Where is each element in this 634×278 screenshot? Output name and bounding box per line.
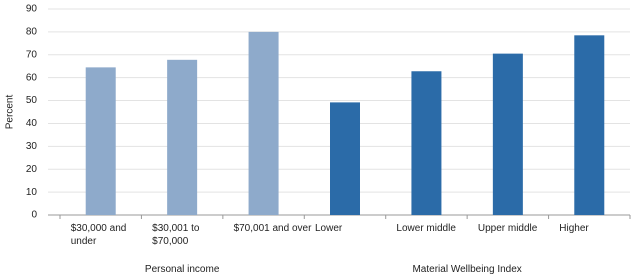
y-tick-label: 30 <box>26 141 38 152</box>
bar <box>411 71 442 215</box>
bar <box>330 102 360 215</box>
x-tick-label: $70,001 and over <box>233 223 312 234</box>
y-tick-label: 70 <box>26 49 38 60</box>
group-label: Personal income <box>144 264 220 275</box>
bar <box>492 53 523 216</box>
y-tick-label: 50 <box>26 95 38 106</box>
y-tick-label: 10 <box>26 187 38 198</box>
y-axis-label: Percent <box>5 95 16 130</box>
x-tick-label: Lower middle <box>396 223 456 234</box>
bar <box>167 59 198 216</box>
x-tick-label: $30,000 and under <box>70 223 127 247</box>
y-tick-label: 60 <box>26 72 38 83</box>
x-tick-label: Higher <box>559 223 589 234</box>
x-tick-label: Upper middle <box>477 223 538 234</box>
y-tick-label: 40 <box>26 118 38 129</box>
y-tick-label: 90 <box>26 4 38 15</box>
y-tick-label: 0 <box>31 210 37 221</box>
group-label: Material Wellbeing Index <box>412 264 522 275</box>
y-tick-label: 80 <box>26 27 38 38</box>
y-tick-label: 20 <box>26 164 38 175</box>
x-tick-label: $30,001 to $70,000 <box>152 223 200 247</box>
x-tick-label: Lower <box>315 223 343 234</box>
bar <box>574 35 605 216</box>
bar <box>248 31 279 216</box>
bar <box>85 67 116 215</box>
